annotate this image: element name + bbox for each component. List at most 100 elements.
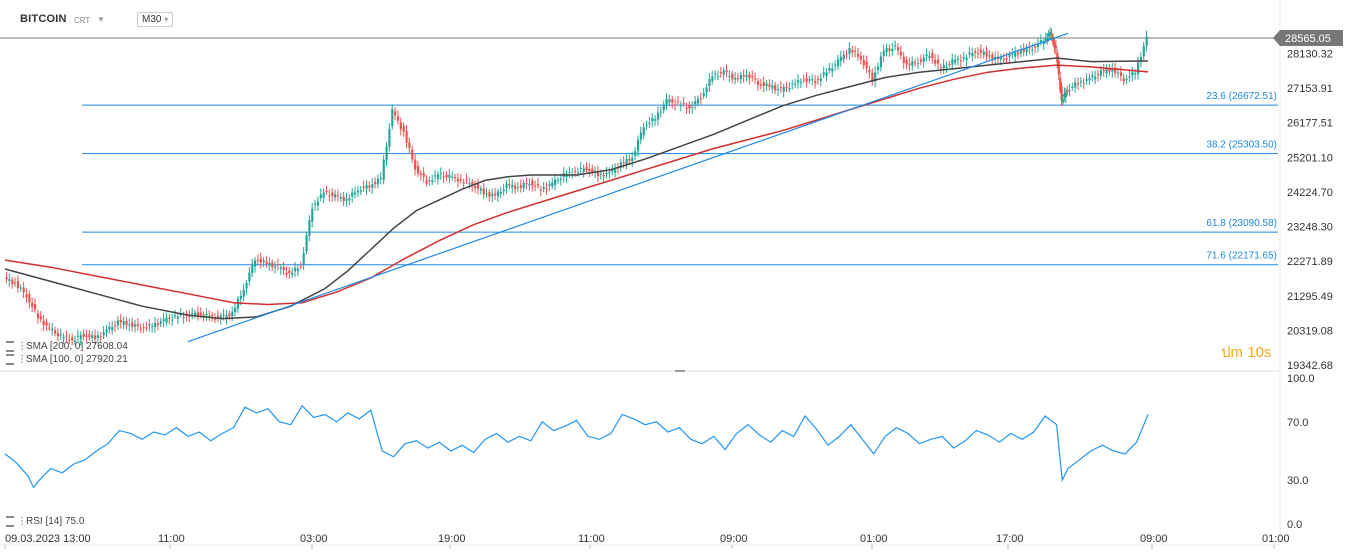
candle-body <box>359 190 362 192</box>
trendline[interactable] <box>187 32 1069 343</box>
candle-body <box>968 52 971 55</box>
candle-body <box>825 72 828 77</box>
sma200-line[interactable] <box>4 64 1149 306</box>
candle-body <box>782 86 785 92</box>
candle-body <box>1019 50 1023 54</box>
candle-body <box>702 92 705 97</box>
candle-body <box>945 66 948 68</box>
candle-body <box>1114 67 1117 74</box>
candle-body <box>745 74 748 78</box>
indicator-sma100[interactable]: ⋮SMA [100, 0] 27920.21 <box>6 354 128 365</box>
candle-body <box>1111 68 1114 72</box>
indicator-sma200[interactable]: ⋮SMA [200, 0] 27608.04 <box>6 341 128 352</box>
candle-body <box>1071 86 1074 88</box>
candle-body <box>1005 58 1008 60</box>
time-tick-label: 09:00 <box>720 533 748 545</box>
candle-body <box>705 87 708 93</box>
candle-body <box>442 176 445 178</box>
candle-body <box>774 85 777 91</box>
candle-body <box>899 51 903 56</box>
indicator-rsi[interactable]: ⋮RSI [14] 75.0 <box>6 516 84 527</box>
candle-body <box>202 314 205 317</box>
candle-body <box>159 321 162 324</box>
candle-body <box>828 67 831 71</box>
candle-body <box>494 193 497 196</box>
candle-body <box>539 189 542 191</box>
candle-body <box>291 272 294 275</box>
candle-body <box>728 75 731 77</box>
candle-body <box>699 98 703 100</box>
menu-icon[interactable] <box>6 341 14 352</box>
candle-body <box>148 324 151 326</box>
candle-body <box>519 185 522 188</box>
candle-body <box>625 159 628 165</box>
candle-body <box>425 180 428 184</box>
candle-body <box>634 151 637 156</box>
candle-body <box>322 192 325 198</box>
candle-body <box>591 168 594 173</box>
candle-body <box>605 172 608 175</box>
candle-body <box>896 47 900 51</box>
candle-body <box>628 158 631 161</box>
candle-body <box>822 72 825 75</box>
candle-body <box>96 335 100 338</box>
candle-body <box>54 330 57 334</box>
candle-body <box>171 319 174 321</box>
time-tick-label: 11:00 <box>578 533 605 545</box>
rsi-line[interactable] <box>4 404 1149 489</box>
candle-body <box>214 318 217 320</box>
candle-body <box>1025 47 1028 53</box>
candle-body <box>1039 40 1043 43</box>
candle-body <box>119 320 122 323</box>
candle-body <box>354 192 357 195</box>
candle-body <box>416 165 420 174</box>
symbol-name[interactable]: BITCOIN <box>20 13 67 25</box>
candle-body <box>1142 45 1145 57</box>
menu-icon[interactable] <box>6 516 14 527</box>
menu-icon[interactable] <box>6 354 14 365</box>
candle-body <box>74 340 77 342</box>
dots-icon[interactable]: ⋮ <box>17 341 27 353</box>
time-tick-label: 19:00 <box>438 533 466 545</box>
candle-body <box>405 131 408 143</box>
dots-icon[interactable]: ⋮ <box>17 516 27 528</box>
sma100-line[interactable] <box>4 57 1149 320</box>
candle-body <box>411 149 414 160</box>
timeframe-selector[interactable]: M30 ▾ <box>137 12 174 27</box>
timeframe-label: M30 <box>142 14 162 25</box>
candle-body <box>871 72 874 82</box>
candle-body <box>265 261 268 264</box>
candle-body <box>94 335 97 340</box>
candle-body <box>642 127 645 136</box>
candle-body <box>602 174 605 177</box>
chevron-down-icon[interactable]: ▼ <box>97 15 105 24</box>
candle-body <box>662 104 665 111</box>
price-tick-label: 22271.89 <box>1287 256 1333 268</box>
candle-body <box>734 77 737 80</box>
sma200-label: SMA [200, 0] <box>26 341 84 353</box>
candle-body <box>1008 54 1011 57</box>
candle-body <box>482 188 485 195</box>
candle-body <box>976 52 980 54</box>
candle-body <box>928 56 931 59</box>
candle-body <box>211 315 214 317</box>
time-tick-label: 09.03.2023 13:00 <box>5 533 91 545</box>
candle-body <box>668 99 671 103</box>
candle-body <box>356 190 360 193</box>
candle-body <box>376 178 380 185</box>
candle-body <box>28 293 31 303</box>
candle-body <box>614 169 617 173</box>
dots-icon[interactable]: ⋮ <box>17 354 27 366</box>
candle-body <box>182 316 185 319</box>
candle-body <box>22 287 25 293</box>
candle-body <box>516 187 520 189</box>
fib-level-label: 23.6 (26672.51) <box>1206 91 1277 102</box>
candle-body <box>511 185 514 188</box>
candle-body <box>868 70 871 73</box>
candle-body <box>568 171 571 173</box>
candle-body <box>942 64 945 69</box>
candle-body <box>531 180 534 186</box>
candle-body <box>316 201 320 206</box>
candle-body <box>151 326 154 328</box>
